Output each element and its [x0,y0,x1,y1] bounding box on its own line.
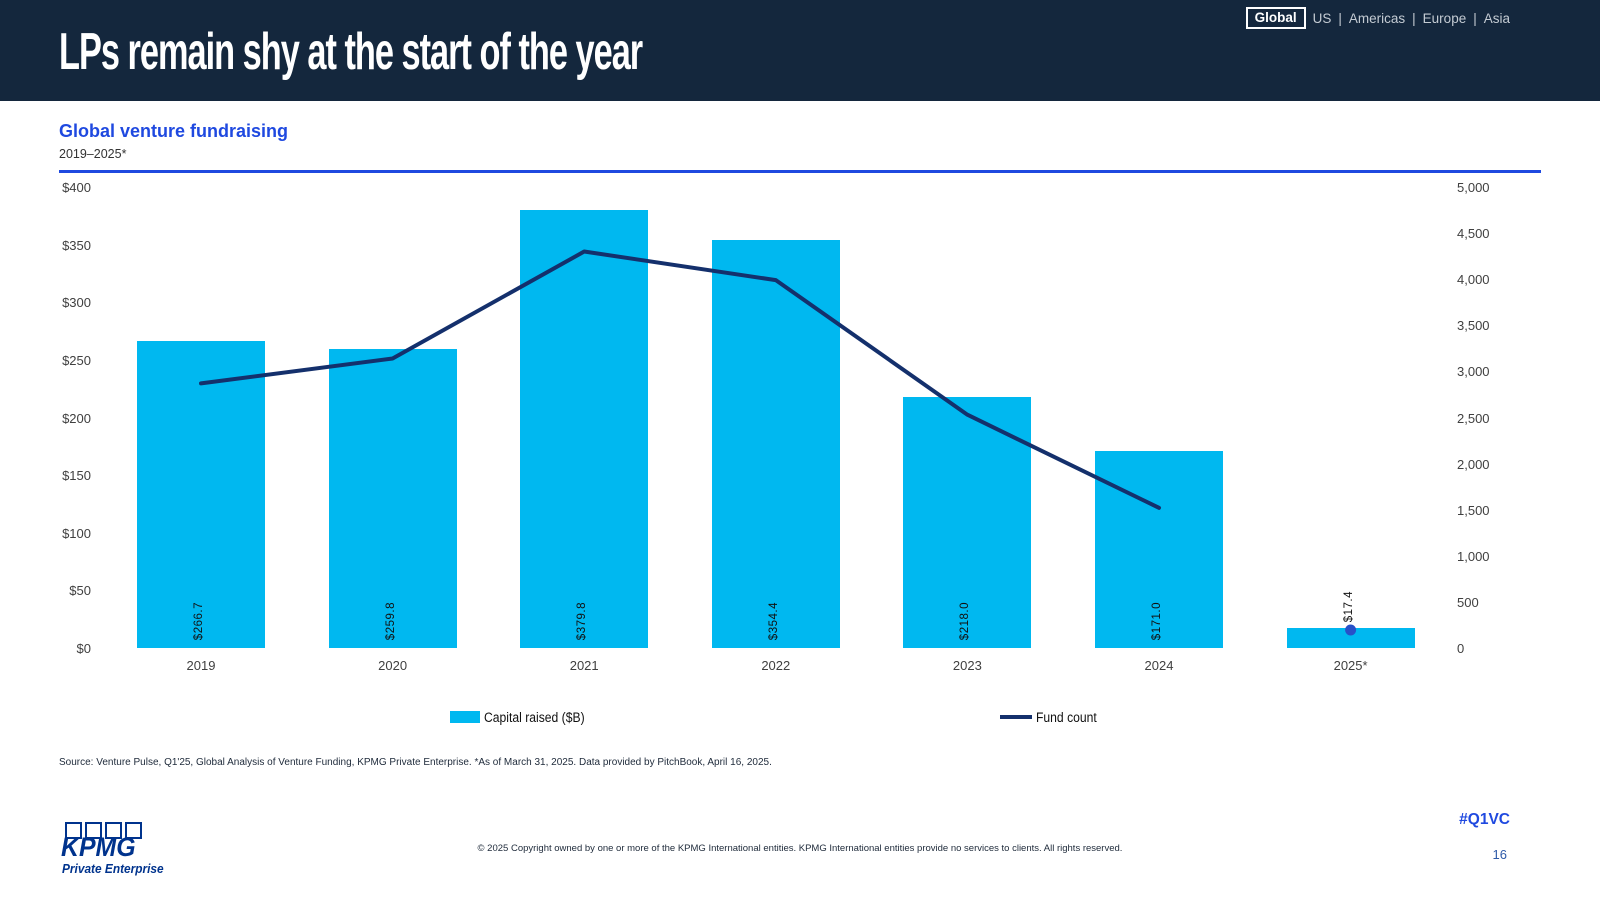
copyright-note: © 2025 Copyright owned by one or more of… [477,843,1123,854]
bar-value-label: $354.4 [767,601,780,640]
page-title: LPs remain shy at the start of the year [59,23,643,81]
right-axis-tick-label: 3,000 [1457,364,1490,380]
nav-item-asia[interactable]: Asia [1483,10,1510,26]
legend-label: Fund count [1036,709,1097,725]
left-axis-tick-label: $150 [62,468,91,484]
bar-swatch-icon [450,711,480,723]
bar-value-label: $266.7 [193,601,205,640]
x-axis-category-label: 2024 [1144,658,1174,673]
right-axis-tick-label: 2,500 [1457,410,1490,426]
bar-value-label: $379.8 [576,601,589,640]
right-axis-tick-label: 2,000 [1457,456,1490,472]
right-axis-tick-label: 5,000 [1457,180,1490,195]
nav-item-europe[interactable]: Europe [1422,10,1467,26]
region-nav: Global US | Americas | Europe | Asia [1245,7,1510,29]
left-axis-tick-label: $100 [62,525,91,541]
right-axis-tick-label: 0 [1457,641,1465,656]
x-axis-category-label: 2020 [378,658,408,673]
header-band: LPs remain shy at the start of the year … [0,0,1600,101]
bar-value-label: $259.8 [384,601,397,640]
nav-separator: | [1473,10,1477,26]
bar-value-label: $218.0 [959,601,972,640]
nav-separator: | [1338,10,1342,26]
accent-divider [59,170,1541,173]
legend-item-capital-raised: Capital raised ($B) [450,709,596,725]
left-axis-tick-label: $300 [62,295,91,311]
right-axis-tick-label: 500 [1457,594,1479,610]
x-axis-category-label: 2025* [1333,658,1368,673]
page-number: 16 [1492,847,1507,862]
left-axis-tick-label: $350 [62,237,91,253]
capital-raised-bar-2021 [520,210,649,648]
nav-item-global[interactable]: Global [1245,7,1306,29]
left-axis-tick-label: $50 [69,583,91,599]
right-axis-tick-label: 1,500 [1457,502,1490,518]
line-swatch-icon [1000,715,1032,719]
nav-item-us[interactable]: US [1312,10,1332,26]
x-axis-category-label: 2022 [761,658,791,673]
right-axis-tick-label: 4,500 [1457,226,1490,242]
kpmg-logo: KPMG Private Enterprise [59,820,219,880]
bar-value-label: $17.4 [1342,590,1355,622]
kpmg-logo-wordmark: KPMG [61,832,136,862]
legend-label: Capital raised ($B) [484,709,585,725]
x-axis-category-label: 2019 [186,658,216,673]
chart-title: Global venture fundraising [59,121,289,141]
kpmg-logo-subbrand: Private Enterprise [62,862,164,876]
right-axis-tick-label: 1,000 [1457,548,1490,564]
source-note: Source: Venture Pulse, Q1'25, Global Ana… [59,757,772,768]
left-axis-tick-label: $200 [62,410,91,426]
bar-value-label: $171.0 [1151,601,1163,640]
x-axis-category-label: 2021 [569,658,599,673]
left-axis-tick-label: $0 [76,641,91,656]
legend-item-fund-count: Fund count [1000,709,1104,725]
right-axis-tick-label: 3,500 [1457,318,1490,334]
capital-raised-bar-2025* [1286,627,1415,648]
chart-subtitle: 2019–2025* [59,147,127,161]
nav-item-americas[interactable]: Americas [1348,10,1406,26]
left-axis-tick-label: $400 [62,180,91,195]
nav-separator: | [1412,10,1416,26]
left-axis-tick-label: $250 [62,352,91,368]
right-axis-tick-label: 4,000 [1457,272,1490,288]
kpmg-logo-boxes-icon [65,822,142,839]
x-axis-category-label: 2023 [952,658,982,673]
hashtag-label: #Q1VC [1459,811,1510,828]
capital-raised-bar-2022 [711,239,840,648]
